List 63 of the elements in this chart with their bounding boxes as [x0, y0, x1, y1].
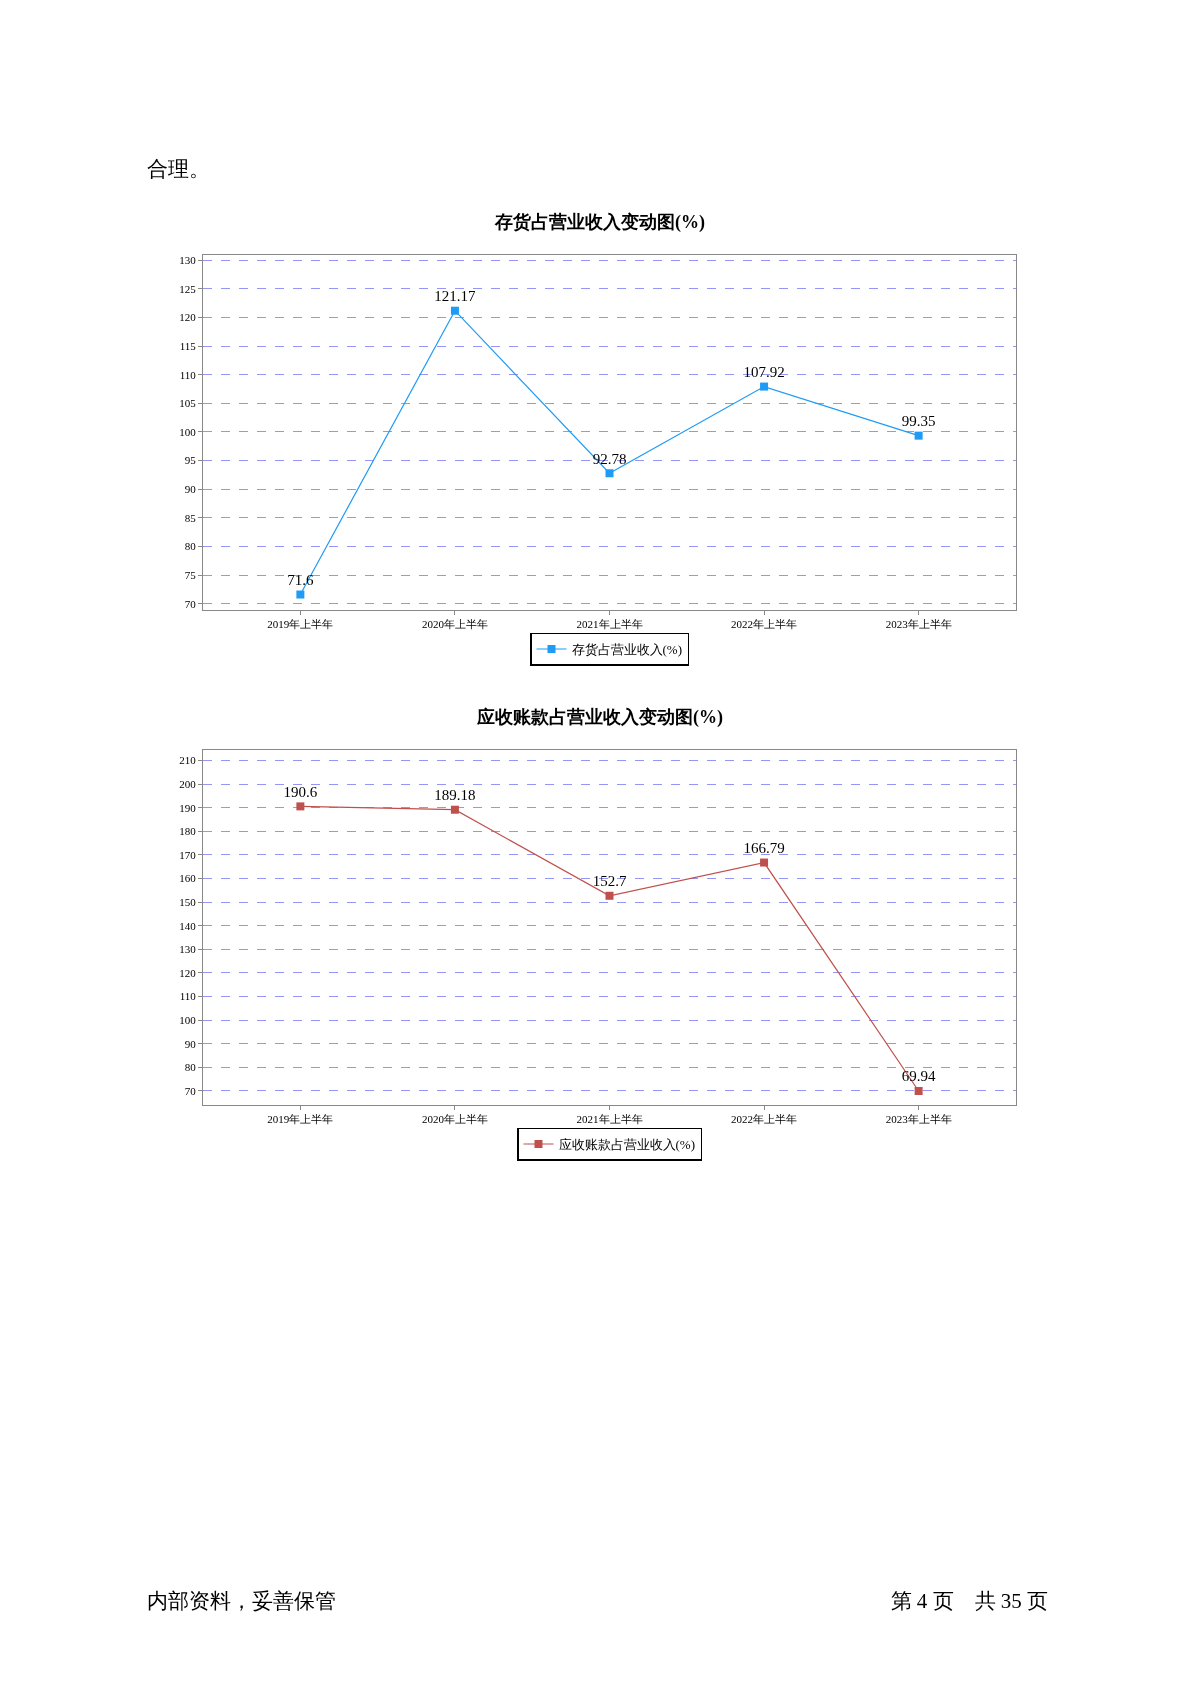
y-tick-label: 120 [179, 311, 197, 324]
data-label: 121.17 [434, 287, 477, 304]
y-tick-label: 95 [184, 454, 197, 467]
data-label: 107.92 [743, 363, 785, 380]
y-tick-label: 190 [179, 801, 197, 814]
data-label: 92.78 [592, 450, 627, 467]
y-tick-label: 75 [184, 568, 197, 581]
x-tick-label: 2022年上半年 [731, 1113, 798, 1126]
y-tick-label: 90 [184, 483, 197, 496]
data-label: 152.7 [592, 873, 627, 890]
y-tick-label: 120 [179, 966, 197, 979]
data-label: 99.35 [901, 412, 936, 429]
text: 合理。 [147, 156, 210, 183]
data-label: 166.79 [743, 839, 785, 856]
point [914, 1086, 923, 1095]
legend-label: 应收账款占营业收入(%) [558, 1137, 695, 1153]
y-tick-label: 110 [179, 368, 197, 381]
text: 第 4 页 共 35 页 [890, 1588, 1048, 1615]
y-tick-label: 180 [179, 825, 197, 838]
y-tick-label: 80 [184, 540, 197, 553]
y-tick-label: 70 [184, 597, 197, 610]
y-tick-label: 140 [179, 919, 197, 932]
x-tick-label: 2020年上半年 [421, 1113, 488, 1126]
y-tick-label: 115 [179, 339, 197, 352]
data-label: 189.18 [434, 786, 476, 803]
y-tick-label: 100 [179, 1013, 197, 1026]
y-tick-label: 125 [179, 282, 197, 295]
point [605, 891, 614, 900]
x-tick-label: 2019年上半年 [267, 618, 334, 631]
point [760, 382, 769, 391]
chart-title: 应收账款占营业收入变动图(%) [476, 706, 723, 728]
x-tick-label: 2021年上半年 [576, 1113, 643, 1126]
y-tick-label: 150 [179, 895, 197, 908]
x-tick-label: 2022年上半年 [731, 618, 798, 631]
y-tick-label: 130 [179, 254, 197, 266]
y-tick-label: 130 [179, 943, 197, 956]
point [450, 805, 459, 814]
point [296, 590, 305, 599]
legend-label: 存货占营业收入(%) [571, 642, 682, 658]
point [605, 469, 614, 478]
chart-title: 存货占营业收入变动图(%) [494, 211, 705, 233]
x-tick-label: 2019年上半年 [267, 1113, 334, 1126]
x-tick-label: 2020年上半年 [421, 618, 488, 631]
x-tick-label: 2023年上半年 [885, 618, 952, 631]
y-tick-label: 80 [184, 1061, 197, 1074]
point [760, 858, 769, 867]
y-tick-label: 100 [179, 425, 197, 438]
x-tick-label: 2021年上半年 [576, 618, 643, 631]
y-tick-label: 105 [179, 397, 197, 410]
point [914, 431, 923, 440]
y-tick-label: 110 [179, 990, 197, 1003]
y-tick-label: 70 [184, 1084, 197, 1097]
data-label: 190.6 [283, 783, 318, 800]
x-tick-label: 2023年上半年 [885, 1113, 952, 1126]
point [450, 306, 459, 315]
point [296, 802, 305, 811]
text: 内部资料，妥善保管 [147, 1588, 336, 1615]
y-tick-label: 200 [179, 778, 197, 791]
y-tick-label: 170 [179, 848, 197, 861]
y-tick-label: 90 [184, 1037, 197, 1050]
y-tick-label: 160 [179, 872, 197, 885]
y-tick-label: 210 [179, 754, 197, 767]
y-tick-label: 85 [184, 511, 197, 524]
